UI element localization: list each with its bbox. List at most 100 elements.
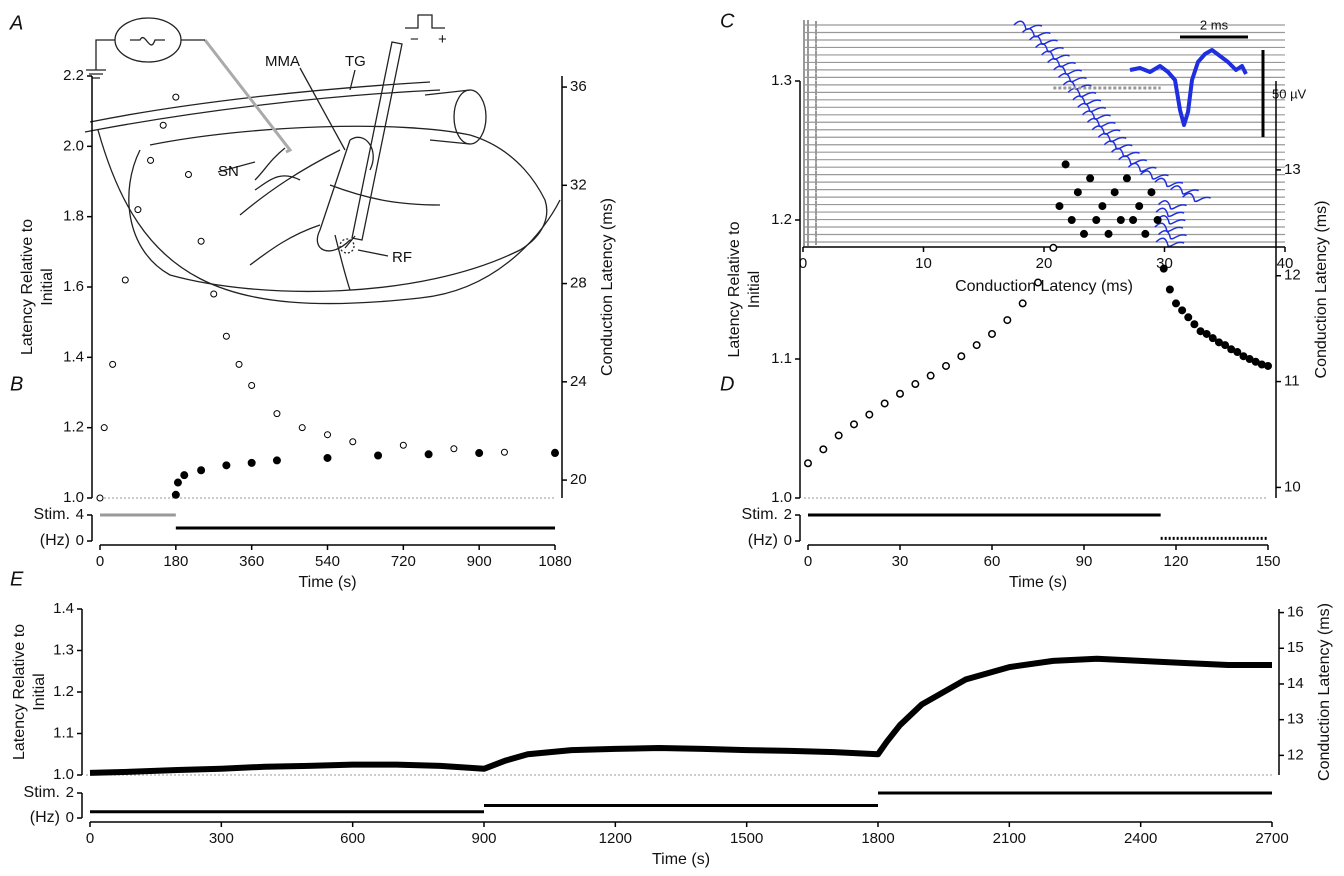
data-point xyxy=(1073,188,1082,197)
spike xyxy=(1155,207,1185,218)
data-point xyxy=(197,466,206,475)
panel-a-drawing xyxy=(84,14,561,305)
data-point xyxy=(1172,299,1180,308)
x-tick-label: 0 xyxy=(799,255,807,272)
data-point xyxy=(173,478,182,487)
data-point xyxy=(96,494,104,502)
y2-tick-label: 13 xyxy=(1284,161,1301,178)
data-point xyxy=(424,450,433,459)
data-point xyxy=(272,456,281,465)
data-point xyxy=(1086,174,1095,183)
data-point xyxy=(1116,216,1125,224)
y2-axis-label: Conduction Latency (ms) xyxy=(1313,201,1330,379)
ground xyxy=(86,39,205,79)
data-point xyxy=(1202,329,1211,338)
data-point xyxy=(1141,229,1150,238)
x-tick-label: 1200 xyxy=(599,830,632,847)
spike xyxy=(1139,170,1169,180)
data-point xyxy=(109,360,117,368)
dura-outline xyxy=(128,125,548,293)
panel-letter: E xyxy=(10,568,24,590)
data-point xyxy=(159,121,167,129)
x-axis-label: Time (s) xyxy=(1009,574,1067,591)
data-point xyxy=(1061,160,1070,169)
data-point xyxy=(1190,320,1199,329)
data-point xyxy=(1165,285,1174,294)
y-axis-label: Initial xyxy=(746,271,763,308)
data-point xyxy=(210,290,218,298)
data-point xyxy=(324,431,331,439)
data-point xyxy=(323,453,332,462)
data-point xyxy=(171,490,180,499)
x-tick-label: 900 xyxy=(467,553,492,570)
stim-label: (Hz) xyxy=(40,532,70,549)
data-point xyxy=(475,449,484,458)
panel-letter: B xyxy=(10,373,23,395)
x-tick-label: 1500 xyxy=(730,830,763,847)
y-tick-label: 1.0 xyxy=(53,766,74,783)
data-point xyxy=(197,237,205,245)
data-point xyxy=(222,332,230,340)
stim-label: (Hz) xyxy=(748,532,778,549)
outer-outline xyxy=(97,129,561,305)
data-point xyxy=(804,459,812,467)
data-line xyxy=(89,655,1272,776)
y2-tick-label: 16 xyxy=(1287,604,1304,621)
stim-electrode xyxy=(344,41,403,249)
y-tick-label: 1.1 xyxy=(771,350,792,367)
y-tick-label: 1.2 xyxy=(53,683,74,700)
data-point xyxy=(298,424,306,432)
y-tick-label: 1.8 xyxy=(63,208,84,225)
data-point xyxy=(850,420,858,428)
receptive-field xyxy=(339,238,355,254)
data-point xyxy=(1003,316,1011,324)
x-tick-label: 40 xyxy=(1277,255,1294,272)
vessels xyxy=(239,139,441,291)
recording-electrode xyxy=(203,39,293,154)
diagram-label: RF xyxy=(392,249,412,266)
data-point xyxy=(973,341,981,349)
x-tick-label: 900 xyxy=(471,830,496,847)
stim-tick-label: 2 xyxy=(66,784,74,801)
y-tick-label: 1.0 xyxy=(771,489,792,506)
scope xyxy=(114,17,182,63)
skull-line xyxy=(84,81,441,133)
data-point xyxy=(1104,229,1113,238)
data-point xyxy=(911,380,919,388)
y-tick-label: 1.0 xyxy=(63,489,84,506)
data-point xyxy=(1080,229,1088,238)
data-point xyxy=(1208,334,1217,343)
y2-tick-label: 28 xyxy=(570,275,587,292)
nerve xyxy=(424,89,471,145)
x-tick-label: 120 xyxy=(1163,553,1188,570)
x-tick-label: 0 xyxy=(86,830,94,847)
x-tick-label: 150 xyxy=(1255,553,1280,570)
data-point xyxy=(865,411,873,419)
data-point xyxy=(180,471,189,480)
diagram-label: SN xyxy=(218,163,239,180)
y2-tick-label: 11 xyxy=(1284,373,1300,390)
data-point xyxy=(1098,202,1107,211)
x-tick-label: 2700 xyxy=(1255,830,1288,847)
nerve-end xyxy=(453,89,487,145)
y-tick-label: 1.4 xyxy=(53,600,74,617)
x-tick-label: 10 xyxy=(915,255,932,272)
stim-tick-label: 4 xyxy=(76,506,84,523)
y-axis-label: Initial xyxy=(31,673,48,710)
data-point xyxy=(100,424,108,432)
y2-tick-label: 20 xyxy=(570,471,587,488)
spike xyxy=(1182,192,1211,203)
y2-tick-label: 15 xyxy=(1287,639,1304,656)
data-point xyxy=(1178,306,1187,315)
panel-letter: A xyxy=(9,12,23,34)
y2-tick-label: 12 xyxy=(1287,746,1304,763)
annotation: 50 µV xyxy=(1272,86,1307,101)
y-tick-label: 1.2 xyxy=(63,419,84,436)
y2-tick-label: 14 xyxy=(1287,675,1304,692)
data-point xyxy=(1184,313,1193,322)
panel-letter: C xyxy=(720,10,735,32)
data-point xyxy=(235,360,243,368)
data-point xyxy=(1122,174,1131,183)
artifact xyxy=(803,237,817,246)
